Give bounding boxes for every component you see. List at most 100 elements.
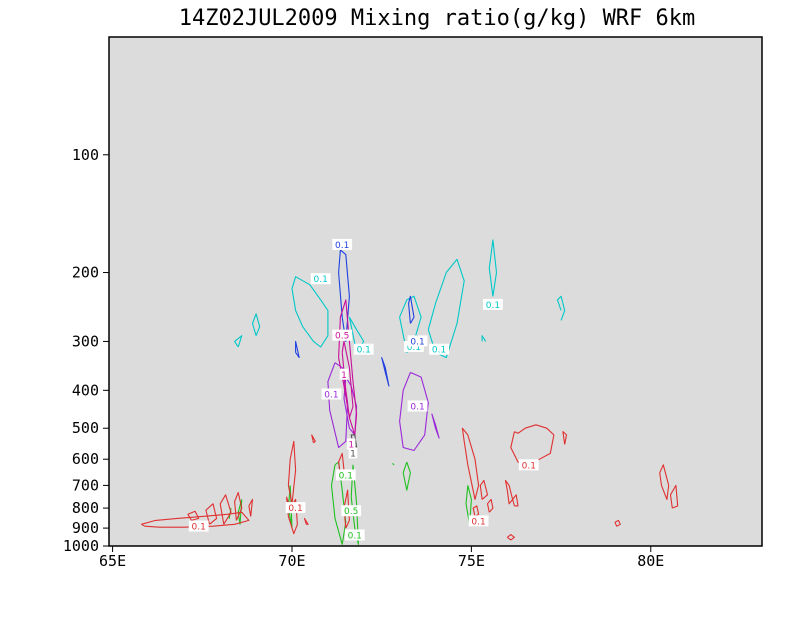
contour-label: 0.1 [410,337,424,347]
contour-labels: 0.10.1 0.1 0.10.10.10.10.10.10.51110.10.50… [188,238,539,541]
y-tick-label: 900 [72,519,99,537]
contour-label: 1 [341,371,347,381]
contour-line [237,499,243,525]
contour-line [248,498,254,517]
contour-label: 0.1 [410,403,424,413]
contour-label-bg [348,447,358,459]
contour-line [479,479,489,500]
contour-label: 0.1 [288,504,302,514]
x-axis: 65E 70E 75E 80E [99,546,664,570]
contour-label-bg [310,273,331,285]
contour-line [472,505,480,517]
contour-line [303,517,309,525]
contour-label-bg [404,341,424,353]
contour-line [348,316,365,353]
contour-line [338,299,358,436]
chart-title: 14Z02JUL2009 Mixing ratio(g/kg) WRF 6km [179,6,696,31]
contour-line [399,371,429,452]
contour-label: 0.1 [335,241,349,251]
y-tick-label: 300 [72,332,99,350]
contour-label-bg [353,343,374,355]
contour-label: 0.1 [357,346,371,356]
x-tick-label: 70E [278,552,305,570]
contour-label: 0.5 [344,507,358,517]
contour-line [141,511,250,528]
contour-label-bg [332,329,353,341]
contour-label-bg [407,335,428,347]
contour-label: 0.1 [348,531,362,541]
contour-label: 0.1 [432,346,446,356]
contour-line [381,357,390,387]
contour-line [286,496,298,535]
contour-label-bg [321,388,342,400]
contour-label-bg [429,343,449,355]
contour-line [187,510,200,521]
contour-label-bg [483,298,503,310]
contour-label-bg [407,400,428,412]
contour-line [287,440,297,505]
contour-label-bg [285,502,306,514]
contour-label-bg [341,505,362,517]
contour-line [402,461,411,491]
contour-line [510,424,555,466]
y-tick-label: 700 [72,476,99,494]
plot-area [108,36,763,547]
contour-line [486,498,494,513]
y-tick-label: 400 [72,381,99,399]
contour-line [295,340,300,359]
y-tick-label: 100 [72,146,99,164]
contour-label-bg [335,469,356,481]
contour-line [556,295,566,321]
contour-line [341,340,354,419]
contour-line [338,249,350,342]
contour-line [408,295,415,324]
contour-line [251,313,261,336]
contour-label-bg [344,529,365,541]
y-tick-label: 600 [72,450,99,468]
contour-line [399,295,422,353]
contour-label-bg [518,459,539,471]
contour-label: 0.1 [522,461,536,471]
contour-label-bg [339,368,349,380]
y-tick-label: 1000 [63,537,99,555]
contour-label: 0.1 [471,517,485,527]
contour-label-bg [346,438,356,450]
contour-line [562,431,568,445]
contour-line [311,434,316,444]
contour-line [614,519,621,527]
contour-line [392,462,395,466]
contour-label: 0.5 [335,332,349,342]
contour-label: 0.1 [324,391,338,401]
contour-line [504,479,514,505]
contour-label: 1 [350,449,356,459]
contour-label: 0.1 [486,301,500,311]
contour-line [488,239,498,297]
contour-line [669,484,679,509]
y-tick-label: 800 [72,499,99,517]
contour-line [512,494,519,507]
contour-label-bg [468,515,489,527]
contour-label: 0.1 [314,275,328,285]
x-tick-label: 75E [458,552,485,570]
contour-label: 0.1 [192,523,206,533]
contour-line [506,534,515,541]
contour-label: 0.1 [407,343,421,353]
x-tick-label: 80E [637,552,664,570]
contour-line [291,276,329,348]
contour-line [461,427,480,500]
contour-line [205,503,218,525]
contour-line [234,491,243,521]
y-tick-label: 200 [72,264,99,282]
contour-label: 0.1 [339,471,353,481]
contour-line [659,464,670,500]
contour-label-bg [188,520,209,532]
contour-label: 1 [348,440,354,450]
y-tick-label: 500 [72,419,99,437]
contour-line [234,335,243,348]
contour-line [219,494,232,525]
contour-line [431,413,440,439]
contour-label-bg [332,238,353,250]
contour-line [481,335,487,342]
